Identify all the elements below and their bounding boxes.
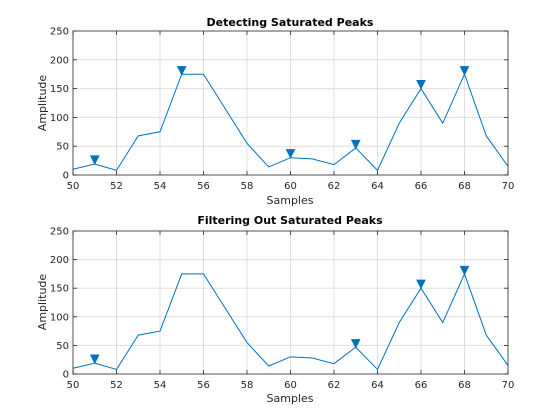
plot-bottom-peak-marker xyxy=(459,265,470,276)
plot-top-peak-marker xyxy=(350,139,361,150)
plot-top-ylabel: Amplitude xyxy=(36,75,49,132)
plot-top-ytick-label: 0 xyxy=(63,171,69,182)
plot-bottom-ytick-label: 0 xyxy=(63,370,69,381)
plot-top-xtick-label: 54 xyxy=(154,181,167,192)
plot-bottom-xtick-label: 54 xyxy=(154,380,167,391)
plot-top-peak-marker xyxy=(176,66,187,76)
plot-bottom-xtick-label: 52 xyxy=(110,380,123,391)
plot-bottom-peak-marker xyxy=(89,354,100,365)
plot-top-peak-marker xyxy=(89,155,100,166)
plot-top-peak-marker xyxy=(416,79,426,90)
plot-bottom-peak-marker xyxy=(350,339,361,349)
plot-bottom-xtick-label: 68 xyxy=(458,380,471,391)
plot-top-ytick-label: 200 xyxy=(50,55,69,66)
plot-top-xtick-label: 56 xyxy=(197,181,210,192)
plot-bottom-xlabel: Samples xyxy=(267,392,314,405)
plot-bottom-xtick-label: 62 xyxy=(328,380,341,391)
plot-top-title: Detecting Saturated Peaks xyxy=(207,16,374,29)
plot-bottom-peak-marker xyxy=(416,279,426,290)
plot-top-peak-marker xyxy=(459,66,470,76)
plot-top-xtick-label: 58 xyxy=(241,181,254,192)
plot-top-ytick-label: 50 xyxy=(56,142,69,153)
plot-bottom-ytick-label: 150 xyxy=(50,284,69,295)
plot-bottom-ylabel: Amplitude xyxy=(36,274,49,331)
plot-bottom-ytick-label: 200 xyxy=(50,255,69,266)
plot-top-xtick-label: 60 xyxy=(284,181,297,192)
plot-bottom-xtick-label: 66 xyxy=(415,380,428,391)
plot-top-xlabel: Samples xyxy=(267,194,314,207)
plot-bottom: Filtering Out Saturated Peaks Samples Am… xyxy=(36,214,514,405)
plot-bottom-series-line xyxy=(72,272,509,371)
plot-top-ytick-label: 150 xyxy=(50,84,69,95)
plot-bottom-xtick-label: 56 xyxy=(197,380,210,391)
plot-bottom-xtick-label: 60 xyxy=(284,380,297,391)
plot-top-xtick-label: 64 xyxy=(371,181,384,192)
plot-top-ytick-label: 100 xyxy=(50,113,69,124)
plot-top-ytick-label: 250 xyxy=(50,27,69,38)
plot-bottom-xtick-label: 58 xyxy=(241,380,254,391)
plot-bottom-xtick-label: 70 xyxy=(502,380,515,391)
plot-bottom-ytick-label: 100 xyxy=(50,312,69,323)
plot-top-xtick-label: 62 xyxy=(328,181,341,192)
plot-bottom-title: Filtering Out Saturated Peaks xyxy=(197,214,383,227)
plot-top-peak-marker xyxy=(285,149,296,159)
plot-top-xtick-label: 50 xyxy=(67,181,80,192)
plot-top: Detecting Saturated Peaks Samples Amplit… xyxy=(36,16,514,207)
plot-top-xtick-label: 52 xyxy=(110,181,123,192)
plot-top-xtick-label: 70 xyxy=(502,181,515,192)
plot-top-xtick-label: 66 xyxy=(415,181,428,192)
plot-bottom-ytick-label: 250 xyxy=(50,227,69,238)
plot-bottom-ytick-label: 50 xyxy=(56,341,69,352)
plot-top-xtick-label: 68 xyxy=(458,181,471,192)
plot-bottom-xtick-label: 64 xyxy=(371,380,384,391)
plot-bottom-xtick-label: 50 xyxy=(67,380,80,391)
